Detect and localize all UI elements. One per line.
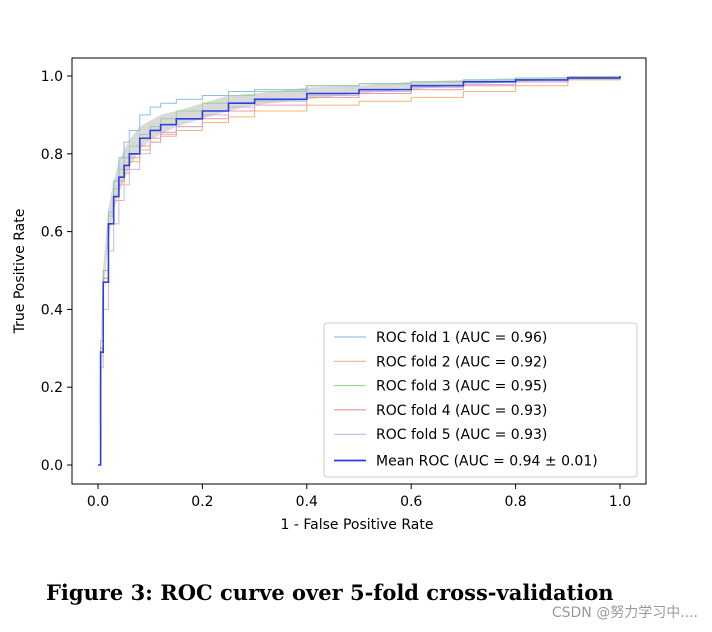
x-tick-label: 1.0 <box>609 494 631 510</box>
y-tick-label: 0.8 <box>41 147 63 163</box>
legend-entry: ROC fold 1 (AUC = 0.96) <box>376 330 547 346</box>
x-tick-label: 0.6 <box>400 494 422 510</box>
watermark: CSDN @努力学习中.... <box>551 605 698 621</box>
figure-caption: Figure 3: ROC curve over 5-fold cross-va… <box>46 580 614 605</box>
legend-entry: Mean ROC (AUC = 0.94 ± 0.01) <box>376 454 598 470</box>
x-tick-label: 0.8 <box>504 494 526 510</box>
x-tick-label: 0.4 <box>296 494 318 510</box>
x-tick-label: 0.2 <box>191 494 213 510</box>
x-axis-label: 1 - False Positive Rate <box>281 517 434 533</box>
x-tick-label: 0.0 <box>87 494 109 510</box>
mean-roc-line <box>98 76 621 466</box>
roc-chart: 0.0 0.2 0.4 0.6 0.8 1.0 0.0 0.2 0.4 0.6 0.8 1.0 1 - … <box>12 57 647 533</box>
legend-entry: ROC fold 4 (AUC = 0.93) <box>376 403 547 419</box>
y-axis-label: True Positive Rate <box>12 209 28 335</box>
y-tick-label: 0.0 <box>41 458 63 474</box>
roc-fold-5-line <box>98 76 621 466</box>
y-tick-label: 0.6 <box>41 225 63 241</box>
legend-entry: ROC fold 5 (AUC = 0.93) <box>376 427 547 443</box>
plot-frame <box>71 57 647 485</box>
y-tick-label: 0.4 <box>41 302 63 318</box>
legend-entry: ROC fold 3 (AUC = 0.95) <box>376 379 547 395</box>
legend-entry: ROC fold 2 (AUC = 0.92) <box>376 354 547 370</box>
y-tick-label: 0.2 <box>41 380 63 396</box>
y-tick-label: 1.0 <box>41 69 63 85</box>
legend-box <box>323 322 638 478</box>
